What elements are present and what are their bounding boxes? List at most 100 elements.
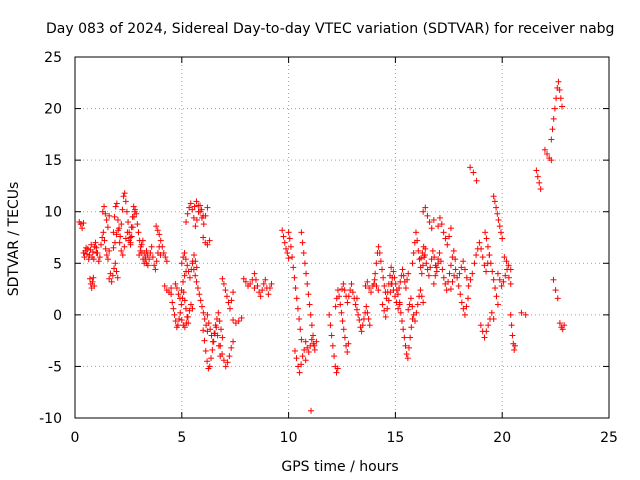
data-point <box>235 318 242 325</box>
data-point <box>431 254 438 261</box>
data-point <box>544 150 551 157</box>
data-point <box>554 295 561 302</box>
data-point <box>485 322 492 329</box>
data-point <box>489 268 496 275</box>
data-point <box>296 369 303 376</box>
data-point <box>404 355 411 362</box>
data-point <box>446 233 453 240</box>
data-point <box>461 266 468 273</box>
data-point <box>490 276 497 283</box>
data-point <box>224 359 231 366</box>
data-point <box>412 318 419 325</box>
data-point <box>79 225 86 232</box>
data-point <box>452 266 459 273</box>
data-point <box>124 229 131 236</box>
data-point <box>205 320 212 327</box>
data-point <box>89 278 96 285</box>
data-point <box>114 216 121 223</box>
data-point <box>442 235 449 242</box>
data-point <box>171 311 178 318</box>
data-point <box>326 311 333 318</box>
data-point <box>113 268 120 275</box>
data-point <box>98 241 105 248</box>
data-point <box>537 186 544 193</box>
data-point <box>363 303 370 310</box>
data-point <box>407 334 414 341</box>
data-point <box>479 254 486 261</box>
data-point <box>256 289 263 296</box>
data-point <box>341 334 348 341</box>
data-point <box>182 256 189 263</box>
data-point <box>119 252 126 259</box>
data-point <box>392 280 399 287</box>
data-point <box>438 221 445 228</box>
data-point <box>257 293 264 300</box>
y-tick-label: 10 <box>44 205 62 221</box>
data-point <box>222 363 229 370</box>
data-point <box>116 239 123 246</box>
data-point <box>436 214 443 221</box>
data-point <box>200 234 207 241</box>
data-point <box>559 103 566 110</box>
data-point <box>304 344 311 351</box>
data-point <box>467 164 474 171</box>
data-point <box>372 270 379 277</box>
y-axis-label: SDTVAR / TECUs <box>6 182 22 297</box>
data-point <box>418 255 425 262</box>
data-point <box>223 293 230 300</box>
data-point <box>328 332 335 339</box>
data-point <box>204 241 211 248</box>
data-point <box>151 262 158 269</box>
data-point <box>402 342 409 349</box>
x-tick-label: 20 <box>493 430 511 446</box>
data-point <box>284 249 291 256</box>
data-point <box>420 243 427 250</box>
data-point <box>307 311 314 318</box>
data-point <box>299 353 306 360</box>
data-point <box>106 212 113 219</box>
data-point <box>163 258 170 265</box>
data-point <box>557 95 564 102</box>
data-point <box>396 285 403 292</box>
data-point <box>313 338 320 345</box>
data-point <box>481 262 488 269</box>
y-tick-label: -5 <box>48 359 62 375</box>
data-point <box>215 309 222 316</box>
data-point <box>502 272 509 279</box>
data-point <box>168 291 175 298</box>
data-point <box>92 239 99 246</box>
data-point <box>193 278 200 285</box>
data-point <box>493 204 500 211</box>
data-point <box>287 243 294 250</box>
plot-area <box>74 56 610 419</box>
data-point <box>112 203 119 210</box>
data-point <box>432 272 439 279</box>
data-point <box>127 234 134 241</box>
y-tick-label: 15 <box>44 153 62 169</box>
data-point <box>111 265 118 272</box>
data-point <box>471 260 478 267</box>
data-point <box>189 305 196 312</box>
data-point <box>154 227 161 234</box>
data-point <box>384 305 391 312</box>
data-point <box>204 358 211 365</box>
data-point <box>454 274 461 281</box>
data-point <box>114 274 121 281</box>
data-point <box>302 357 309 364</box>
data-point <box>552 287 559 294</box>
data-point <box>435 223 442 230</box>
data-point <box>186 274 193 281</box>
data-point <box>279 227 286 234</box>
data-point <box>364 278 371 285</box>
data-point <box>183 320 190 327</box>
data-point <box>388 264 395 271</box>
data-point <box>508 322 515 329</box>
data-point <box>214 332 221 339</box>
data-point <box>463 303 470 310</box>
data-point <box>371 276 378 283</box>
data-point <box>153 258 160 265</box>
data-point <box>106 247 113 254</box>
data-point <box>207 326 214 333</box>
data-point <box>305 348 312 355</box>
data-point <box>113 200 120 207</box>
